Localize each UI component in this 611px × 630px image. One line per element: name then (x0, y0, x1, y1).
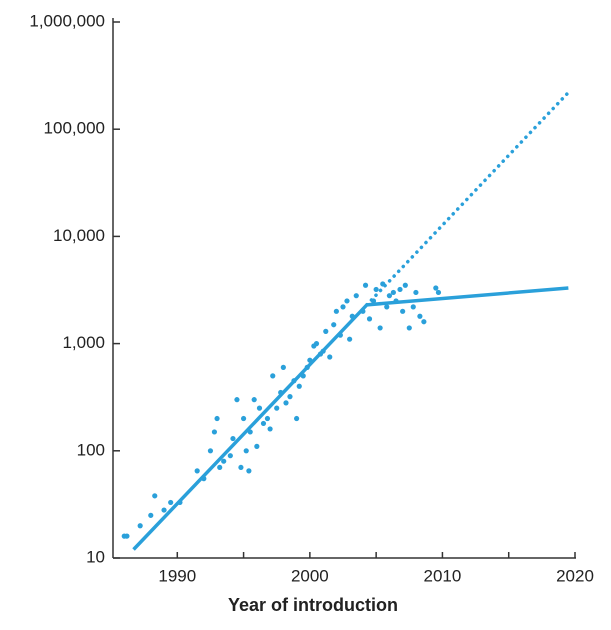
data-point (214, 415, 220, 422)
data-point (161, 507, 167, 513)
data-point (413, 289, 419, 296)
data-point (283, 400, 289, 406)
data-point (386, 293, 393, 299)
data-point (148, 512, 154, 518)
data-point (323, 328, 329, 334)
data-point (246, 468, 252, 474)
data-point (243, 448, 249, 454)
data-point (366, 316, 373, 322)
data-point (230, 435, 236, 442)
data-point (254, 443, 260, 449)
data-point (217, 464, 223, 471)
data-point (227, 453, 233, 459)
x-tick-label: 1990 (158, 566, 196, 585)
data-point (260, 420, 267, 427)
data-point (421, 319, 427, 325)
data-point (234, 397, 240, 403)
data-point (402, 282, 408, 288)
data-point (377, 325, 383, 331)
data-point (251, 397, 257, 403)
data-point (333, 308, 339, 314)
data-point (397, 286, 403, 293)
data-point (194, 468, 200, 474)
y-tick-label: 10,000 (53, 226, 105, 245)
x-tick-label: 2000 (291, 566, 329, 585)
data-point (294, 415, 300, 422)
data-point (267, 426, 273, 432)
data-point (433, 285, 439, 291)
data-point (327, 354, 333, 360)
data-point (207, 448, 214, 454)
data-point (362, 282, 369, 288)
data-point (264, 415, 271, 422)
data-point (384, 304, 390, 310)
x-tick-label: 2010 (424, 566, 462, 585)
data-point (274, 405, 280, 411)
trend-line (132, 286, 569, 551)
data-point (344, 298, 350, 304)
x-tick-label: 2020 (556, 566, 594, 585)
data-point (373, 286, 379, 293)
data-point (400, 308, 406, 314)
data-point (211, 429, 218, 435)
data-point (240, 415, 247, 422)
y-tick-label: 100 (77, 440, 105, 459)
projection-line (365, 90, 571, 307)
data-point (152, 493, 158, 499)
data-point (406, 325, 412, 331)
data-point (270, 373, 276, 379)
data-point (168, 499, 174, 506)
data-point (256, 405, 263, 411)
data-point (137, 523, 143, 529)
data-point (347, 336, 353, 342)
data-point (280, 364, 286, 370)
data-point (435, 289, 442, 296)
data-point (287, 394, 293, 400)
data-point (313, 341, 320, 347)
data-point (410, 304, 416, 310)
data-point (340, 304, 346, 310)
y-tick-label: 1,000,000 (29, 11, 105, 30)
data-point (390, 289, 396, 296)
data-point (353, 293, 359, 299)
data-point (124, 533, 130, 539)
data-point (417, 313, 423, 319)
data-point (221, 458, 227, 464)
data-point (238, 464, 244, 471)
x-axis-label: Year of introduction (228, 595, 398, 615)
y-tick-label: 10 (86, 547, 105, 566)
y-tick-label: 1,000 (62, 333, 105, 352)
y-tick-label: 100,000 (44, 119, 105, 138)
data-point (331, 322, 337, 328)
data-point (296, 383, 302, 389)
